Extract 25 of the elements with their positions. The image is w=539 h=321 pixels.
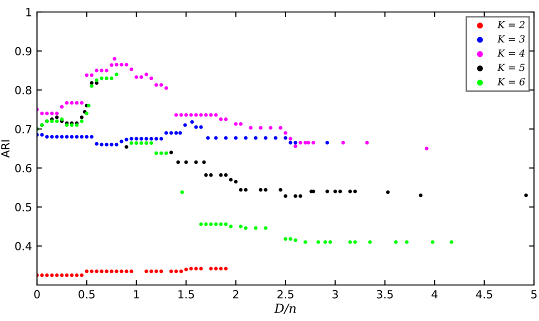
- x-tick-label: 0: [34, 290, 40, 298]
- x-tick-label: 2: [233, 290, 238, 298]
- x-tick-label: 4.5: [476, 290, 492, 298]
- x-tick-label: 1.5: [178, 290, 194, 298]
- legend-label: K = 4: [497, 49, 525, 57]
- x-tick-label: 1: [134, 290, 139, 298]
- y-tick-label: 0.9: [15, 46, 32, 56]
- x-tick-label: 0.5: [78, 290, 95, 298]
- y-tick-label: 0.7: [15, 124, 32, 134]
- x-tick-label: 5: [531, 290, 537, 298]
- legend-label: K = 3: [497, 35, 525, 43]
- y-tick-label: 0.6: [15, 164, 32, 172]
- y-tick-label: 0.5: [15, 202, 32, 212]
- y-tick-label: 0.4: [15, 242, 32, 250]
- x-tick-label: 3: [332, 290, 338, 298]
- x-tick-label: 2.5: [277, 290, 294, 298]
- legend-label: K = 5: [497, 64, 525, 72]
- legend-label: K = 2: [497, 20, 525, 28]
- x-axis-title: D/n: [274, 304, 296, 314]
- y-axis-title: ARI: [1, 140, 10, 158]
- x-tick-label: 3.5: [376, 290, 393, 298]
- x-tick-label: 4: [432, 290, 438, 298]
- legend-label: K = 6: [497, 78, 525, 86]
- y-tick-label: 0.8: [15, 86, 32, 94]
- y-tick-label: 1: [26, 8, 32, 16]
